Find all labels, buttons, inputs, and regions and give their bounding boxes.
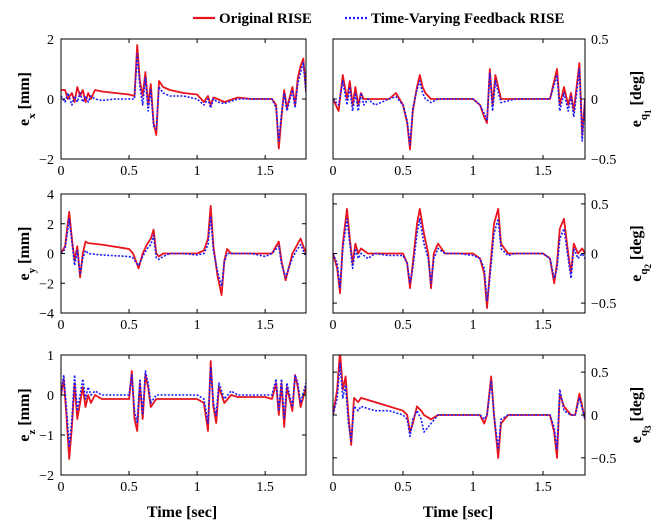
x-tick-label-ez: 0 xyxy=(58,480,65,495)
legend: Original RISE Time-Varying Feedback RISE xyxy=(193,11,564,27)
x-tick-label-ez: 1.5 xyxy=(256,480,274,495)
panel-eq3: 0 0.5 1 1.5 −0.5 0 0.5 eq3[deg] xyxy=(330,354,653,495)
y-tick-label-eq3: 0.5 xyxy=(591,366,609,381)
x-tick-label-eq3: 0 xyxy=(330,480,337,495)
x-tick-label-ey: 1 xyxy=(194,318,201,333)
y-tick-label-ey: 0 xyxy=(47,248,54,263)
y-axis-label-eq1: eq1[deg] xyxy=(628,71,653,127)
x-tick-label-ex: 1.5 xyxy=(256,164,274,179)
x-tick-label-eq3: 1.5 xyxy=(534,480,552,495)
y-tick-label-ey: 2 xyxy=(47,218,54,233)
series-line-eq1-time-varying xyxy=(333,68,585,146)
y-tick-label-eq1: −0.5 xyxy=(591,153,616,168)
x-tick-label-ey: 1.5 xyxy=(256,318,274,333)
series-line-ey-original xyxy=(61,204,306,297)
y-tick-label-eq2: −0.5 xyxy=(591,297,616,312)
x-tick-label-ey: 0.5 xyxy=(120,318,138,333)
y-tick-label-ey: −4 xyxy=(39,307,54,322)
series-line-eq2-time-varying xyxy=(333,218,585,302)
y-tick-label-ex: 2 xyxy=(47,33,54,48)
y-axis-label-eq2: eq2[deg] xyxy=(628,225,653,281)
y-tick-label-ex: −2 xyxy=(39,153,54,168)
x-tick-label-eq3: 1 xyxy=(470,480,477,495)
panel-ex: 0 0.5 1 1.5 −2 0 2 ex[mm] xyxy=(16,33,307,179)
y-tick-label-eq2: 0 xyxy=(591,248,598,263)
x-tick-label-eq1: 0.5 xyxy=(394,164,412,179)
y-axis-label-ex: ex[mm] xyxy=(16,72,38,126)
x-axis-label-right: Time [sec] xyxy=(423,504,493,521)
x-tick-label-ex: 1 xyxy=(194,164,201,179)
series-line-ez-original xyxy=(61,360,306,460)
x-tick-label-ex: 0.5 xyxy=(120,164,138,179)
x-tick-label-eq2: 1 xyxy=(470,318,477,333)
y-tick-label-eq1: 0 xyxy=(591,93,598,108)
y-tick-label-ez: 0 xyxy=(47,389,54,404)
series-line-eq3-original xyxy=(333,355,585,459)
legend-label-time-varying: Time-Varying Feedback RISE xyxy=(371,11,564,27)
x-tick-label-eq1: 0 xyxy=(330,164,337,179)
y-tick-label-ez: −2 xyxy=(39,469,54,484)
series-line-ey-time-varying xyxy=(61,215,306,288)
x-tick-label-ey: 0 xyxy=(58,318,65,333)
axes-frame-ez xyxy=(60,354,307,476)
series-line-eq2-original xyxy=(333,207,585,309)
y-tick-label-eq3: −0.5 xyxy=(591,452,616,467)
y-tick-label-ex: 0 xyxy=(47,93,54,108)
panel-eq1: 0 0.5 1 1.5 −0.5 0 0.5 eq1[deg] xyxy=(330,33,654,179)
series-line-ez-time-varying xyxy=(61,366,306,448)
y-tick-label-ey: −2 xyxy=(39,277,54,292)
x-tick-label-ez: 1 xyxy=(194,480,201,495)
y-tick-label-eq2: 0.5 xyxy=(591,198,609,213)
panel-ez: 0 0.5 1 1.5 −2 −1 0 1 ez[mm] xyxy=(16,349,307,495)
legend-label-original: Original RISE xyxy=(219,11,312,27)
x-tick-label-eq1: 1.5 xyxy=(534,164,552,179)
x-tick-label-eq2: 0.5 xyxy=(394,318,412,333)
y-tick-label-eq1: 0.5 xyxy=(591,33,609,48)
panel-ey: 0 0.5 1 1.5 −4 −2 0 2 4 ey[mm] xyxy=(16,188,307,333)
x-tick-label-eq2: 1.5 xyxy=(534,318,552,333)
panel-eq2: 0 0.5 1 1.5 −0.5 0 0.5 eq2[deg] xyxy=(330,193,653,333)
x-tick-label-eq1: 1 xyxy=(470,164,477,179)
y-tick-label-ez: 1 xyxy=(47,349,54,364)
x-tick-label-eq3: 0.5 xyxy=(394,480,412,495)
y-axis-label-ez: ez[mm] xyxy=(16,388,38,441)
x-tick-label-ez: 0.5 xyxy=(120,480,138,495)
y-tick-label-ez: −1 xyxy=(39,429,54,444)
y-tick-label-eq3: 0 xyxy=(591,409,598,424)
x-tick-label-ex: 0 xyxy=(58,164,65,179)
x-axis-label-left: Time [sec] xyxy=(147,504,217,521)
series-line-ex-time-varying xyxy=(61,53,306,142)
y-axis-label-eq3: eq3[deg] xyxy=(628,387,653,443)
y-axis-label-ey: ey[mm] xyxy=(16,227,38,281)
series-line-eq1-original xyxy=(333,62,585,151)
series-line-ex-original xyxy=(61,44,306,150)
y-tick-label-ey: 4 xyxy=(47,188,54,203)
x-tick-label-eq2: 0 xyxy=(330,318,337,333)
series-line-eq3-time-varying xyxy=(333,362,585,451)
